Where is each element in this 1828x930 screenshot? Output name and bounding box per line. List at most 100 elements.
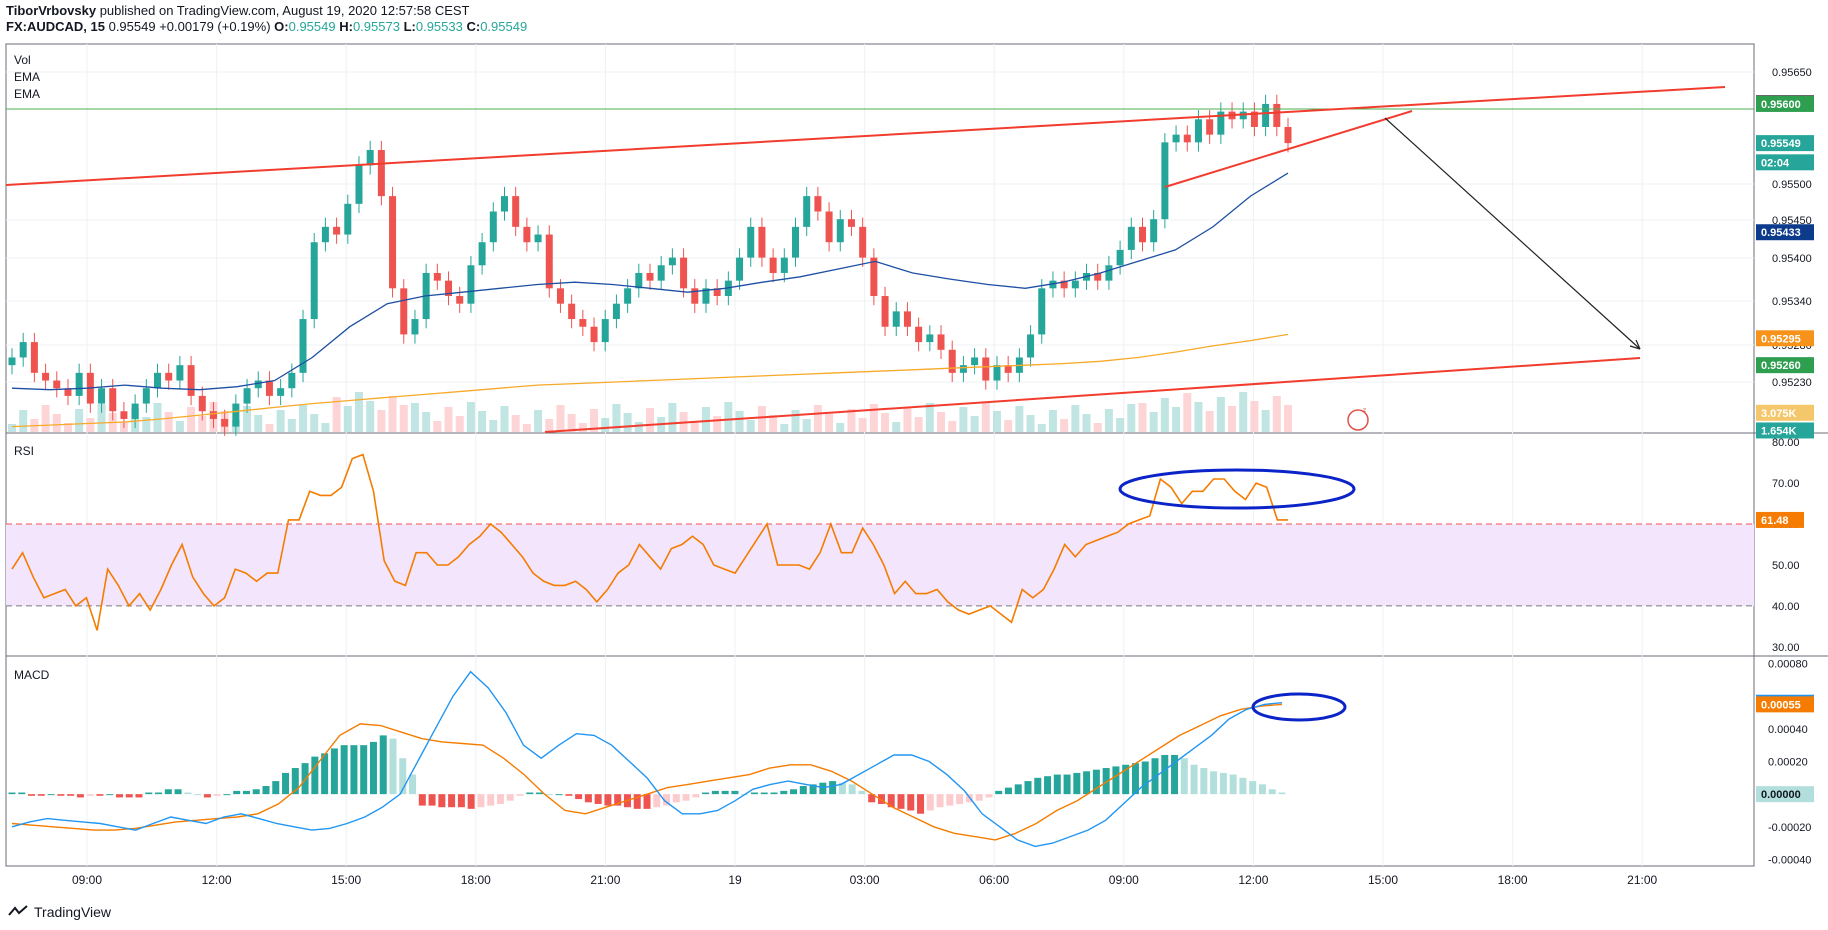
candle-body bbox=[680, 257, 688, 289]
candle-body bbox=[624, 288, 632, 304]
price-badge-text: 02:04 bbox=[1761, 157, 1790, 169]
candle-body bbox=[534, 234, 542, 243]
macd-histogram-bar bbox=[125, 794, 133, 798]
volume-bar bbox=[567, 414, 576, 432]
macd-histogram-bar bbox=[252, 789, 260, 795]
candle-body bbox=[1116, 249, 1124, 266]
event-flag-icon bbox=[1347, 409, 1369, 431]
candle-body bbox=[870, 257, 878, 297]
volume-bar bbox=[881, 413, 890, 432]
volume-bar bbox=[1250, 401, 1259, 432]
volume-bar bbox=[489, 420, 498, 432]
volume-bar bbox=[668, 403, 677, 432]
macd-histogram-bar bbox=[1190, 764, 1198, 795]
indicator-label: Vol bbox=[14, 53, 31, 67]
candle-body bbox=[545, 234, 553, 289]
time-tick-label: 18:00 bbox=[461, 873, 491, 887]
author-name[interactable]: TiborVrbovsky bbox=[6, 3, 97, 18]
macd-histogram-bar bbox=[115, 794, 123, 798]
macd-histogram-bar bbox=[350, 745, 358, 795]
upper-trendline bbox=[5, 86, 1726, 186]
macd-histogram-bar bbox=[1171, 754, 1179, 795]
macd-histogram-bar bbox=[496, 794, 504, 804]
macd-histogram-bar bbox=[1210, 771, 1218, 795]
macd-histogram-bar bbox=[340, 745, 348, 795]
indicator-label: EMA bbox=[14, 70, 40, 84]
candle-body bbox=[1273, 103, 1281, 127]
volume-bar bbox=[444, 407, 453, 432]
price-tick-label: 0.95450 bbox=[1772, 215, 1812, 227]
time-tick-label: 12:00 bbox=[1238, 873, 1268, 887]
macd-histogram-bar bbox=[877, 794, 885, 804]
macd-histogram-bar bbox=[506, 794, 514, 801]
rsi-tick-label: 80.00 bbox=[1772, 437, 1800, 449]
macd-histogram-bar bbox=[457, 794, 465, 808]
candle-body bbox=[1105, 265, 1113, 281]
macd-histogram-bar bbox=[321, 753, 329, 795]
candle-body bbox=[612, 303, 620, 320]
volume-bar bbox=[937, 412, 946, 432]
rsi-tick-label: 30.00 bbox=[1772, 642, 1800, 654]
candle-body bbox=[344, 203, 352, 235]
macd-histogram-bar bbox=[868, 794, 876, 803]
volume-bar bbox=[321, 423, 330, 432]
macd-histogram-bar bbox=[428, 794, 436, 806]
volume-bar bbox=[142, 417, 151, 432]
macd-histogram-bar bbox=[8, 792, 16, 795]
macd-histogram-bar bbox=[409, 774, 417, 795]
macd-histogram-bar bbox=[76, 794, 84, 798]
volume-bar bbox=[422, 412, 431, 432]
macd-histogram-bar bbox=[1073, 772, 1081, 795]
volume-bar bbox=[1205, 411, 1214, 432]
time-tick-label: 19 bbox=[728, 873, 742, 887]
macd-histogram-bar bbox=[545, 794, 553, 796]
volume-bar bbox=[892, 422, 901, 432]
macd-histogram-bar bbox=[672, 794, 680, 803]
volume-bar bbox=[500, 406, 509, 432]
candle-body bbox=[176, 365, 184, 381]
rsi-highlight-ellipse bbox=[1118, 468, 1356, 510]
time-tick-label: 18:00 bbox=[1498, 873, 1528, 887]
macd-histogram-bar bbox=[682, 794, 690, 801]
candle-body bbox=[109, 388, 117, 412]
symbol-label[interactable]: FX:AUDCAD, 15 bbox=[6, 19, 105, 34]
volume-bar bbox=[97, 404, 106, 432]
macd-histogram-bar bbox=[985, 794, 993, 798]
macd-histogram-bar bbox=[1014, 784, 1022, 795]
rsi-tick-label: 70.00 bbox=[1772, 478, 1800, 490]
candle-body bbox=[1284, 126, 1292, 144]
volume-bar bbox=[914, 417, 923, 432]
macd-tick-label: 0.00080 bbox=[1768, 659, 1808, 671]
volume-bar bbox=[836, 423, 845, 432]
price-badge bbox=[1756, 95, 1814, 112]
projection-arrowhead bbox=[1629, 339, 1641, 350]
macd-histogram-bar bbox=[858, 790, 866, 795]
macd-histogram-bar bbox=[1131, 763, 1139, 795]
macd-badge bbox=[1756, 786, 1814, 803]
volume-bar bbox=[287, 419, 296, 432]
candle-body bbox=[1250, 111, 1258, 127]
macd-histogram-bar bbox=[360, 745, 368, 795]
candle-body bbox=[579, 319, 587, 327]
macd-histogram-bar bbox=[213, 794, 221, 796]
volume-bar bbox=[1172, 407, 1181, 432]
candle-body bbox=[299, 319, 307, 373]
macd-histogram-bar bbox=[516, 794, 524, 796]
candle-body bbox=[758, 226, 766, 258]
volume-bar bbox=[612, 404, 621, 432]
macd-histogram-bar bbox=[1083, 771, 1091, 795]
volume-bar bbox=[1026, 415, 1035, 432]
macd-histogram-bar bbox=[584, 794, 592, 803]
candle-body bbox=[859, 226, 867, 258]
volume-bar bbox=[769, 415, 778, 432]
tradingview-footer[interactable]: TradingView bbox=[8, 904, 111, 920]
volume-bar bbox=[1048, 410, 1057, 432]
candle-body bbox=[1262, 103, 1270, 127]
macd-histogram-bar bbox=[1161, 754, 1169, 795]
volume-bar bbox=[545, 419, 554, 432]
volume-bar bbox=[1116, 418, 1125, 432]
macd-histogram-bar bbox=[369, 741, 377, 795]
candle-body bbox=[445, 280, 453, 297]
candle-body bbox=[948, 349, 956, 373]
